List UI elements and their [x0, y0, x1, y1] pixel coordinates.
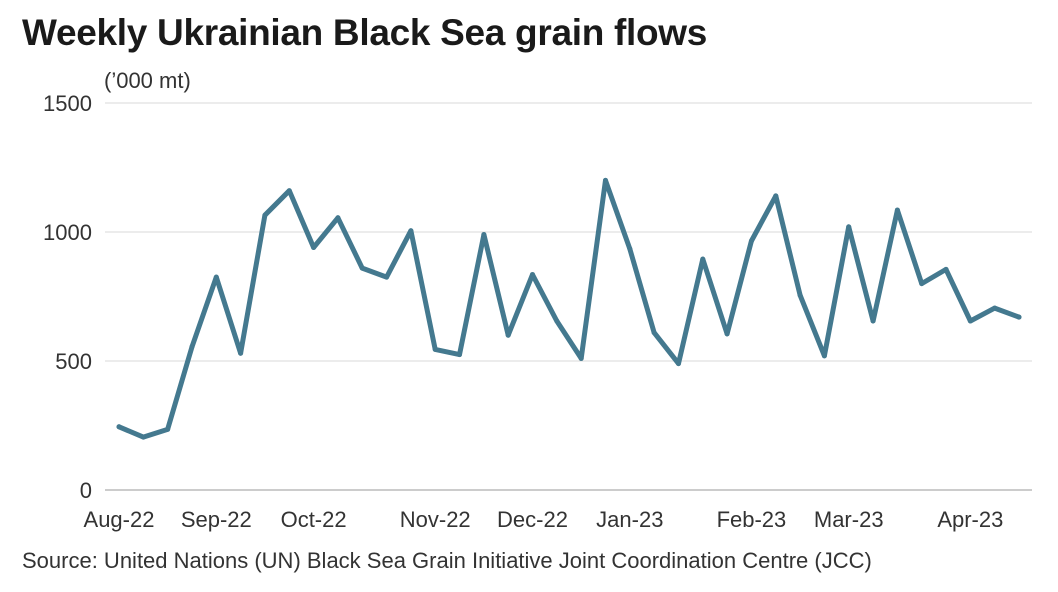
data-point — [213, 274, 219, 280]
data-point — [262, 212, 268, 218]
x-tick-label: Sep-22 — [181, 507, 252, 532]
data-point — [773, 193, 779, 199]
data-point — [384, 274, 390, 280]
x-tick-label: Feb-23 — [717, 507, 787, 532]
x-tick-label: Oct-22 — [281, 507, 347, 532]
x-tick-label: Jan-23 — [596, 507, 663, 532]
unit-label: (’000 mt) — [104, 68, 191, 93]
data-point — [432, 346, 438, 352]
data-point — [359, 265, 365, 271]
data-point — [116, 424, 122, 430]
y-tick-label: 500 — [55, 349, 92, 374]
data-point — [189, 344, 195, 350]
chart-title: Weekly Ukrainian Black Sea grain flows — [22, 12, 708, 53]
data-point — [602, 177, 608, 183]
x-tick-label: Dec-22 — [497, 507, 568, 532]
x-tick-label: Mar-23 — [814, 507, 884, 532]
data-point — [724, 331, 730, 337]
data-point — [748, 238, 754, 244]
x-tick-label: Nov-22 — [400, 507, 471, 532]
data-point — [700, 256, 706, 262]
data-point — [335, 215, 341, 221]
data-point — [578, 355, 584, 361]
y-tick-label: 1500 — [43, 91, 92, 116]
series-line — [116, 177, 1022, 440]
data-point — [821, 353, 827, 359]
data-point — [943, 266, 949, 272]
data-point — [919, 281, 925, 287]
source-note: Source: United Nations (UN) Black Sea Gr… — [22, 548, 872, 573]
data-point — [457, 352, 463, 358]
data-point — [481, 232, 487, 238]
data-point — [675, 361, 681, 367]
data-point — [627, 246, 633, 252]
data-point — [286, 188, 292, 194]
y-axis-ticks: 0 500 1000 1500 — [43, 91, 92, 503]
data-point — [140, 434, 146, 440]
data-point — [894, 207, 900, 213]
x-tick-label: Aug-22 — [84, 507, 155, 532]
data-point — [530, 272, 536, 278]
data-point — [651, 330, 657, 336]
data-point — [1016, 314, 1022, 320]
x-axis-ticks: Aug-22 Sep-22 Oct-22 Nov-22 Dec-22 Jan-23 Feb-… — [84, 507, 1004, 532]
y-tick-label: 1000 — [43, 220, 92, 245]
data-point — [311, 244, 317, 250]
data-point — [797, 292, 803, 298]
data-point — [505, 332, 511, 338]
gridlines — [105, 102, 1032, 491]
y-tick-label: 0 — [80, 478, 92, 503]
data-point — [992, 305, 998, 311]
x-tick-label: Apr-23 — [937, 507, 1003, 532]
data-point — [846, 224, 852, 230]
data-point — [408, 228, 414, 234]
data-point — [165, 426, 171, 432]
data-point — [967, 318, 973, 324]
data-point — [870, 318, 876, 324]
data-point — [554, 318, 560, 324]
data-point — [238, 350, 244, 356]
series-group — [116, 177, 1022, 440]
